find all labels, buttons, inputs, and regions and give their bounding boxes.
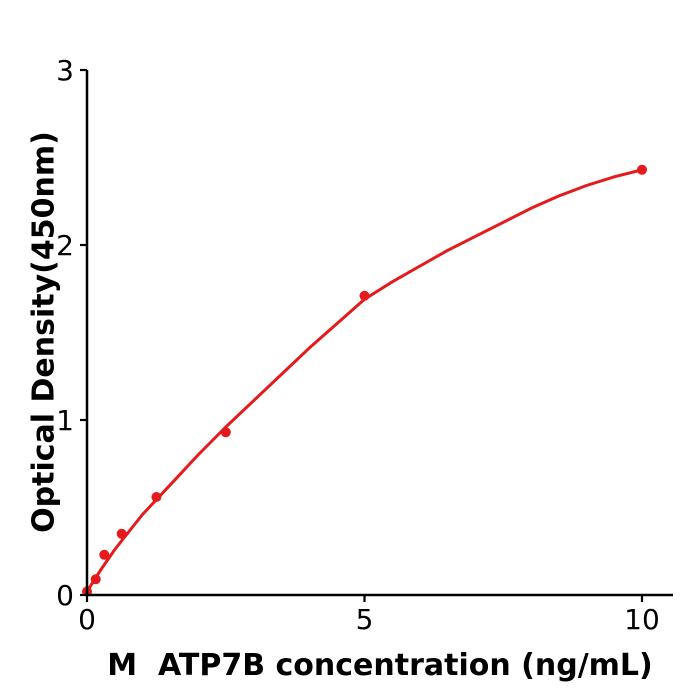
y-tick-label: 3	[56, 54, 74, 87]
x-axis-label: M ATP7B concentration (ng/mL)	[107, 648, 653, 683]
data-point-marker	[116, 528, 127, 539]
data-point-marker	[99, 549, 110, 560]
x-tick-label: 10	[624, 603, 660, 636]
fit-curve-line	[85, 168, 644, 593]
axes-spines	[85, 70, 673, 597]
x-tick-label: 0	[78, 603, 96, 636]
x-tick-label: 5	[356, 603, 374, 636]
y-axis-label: Optical Density(450nm)	[26, 131, 62, 533]
y-tick-label: 2	[56, 229, 74, 262]
data-point-marker	[151, 492, 162, 502]
data-point-marker	[90, 574, 101, 585]
y-tick-label: 0	[56, 579, 74, 612]
data-point-marker	[359, 290, 370, 301]
data-point-marker	[220, 427, 231, 438]
y-tick-label: 1	[56, 404, 74, 437]
data-point-marker	[637, 164, 647, 175]
